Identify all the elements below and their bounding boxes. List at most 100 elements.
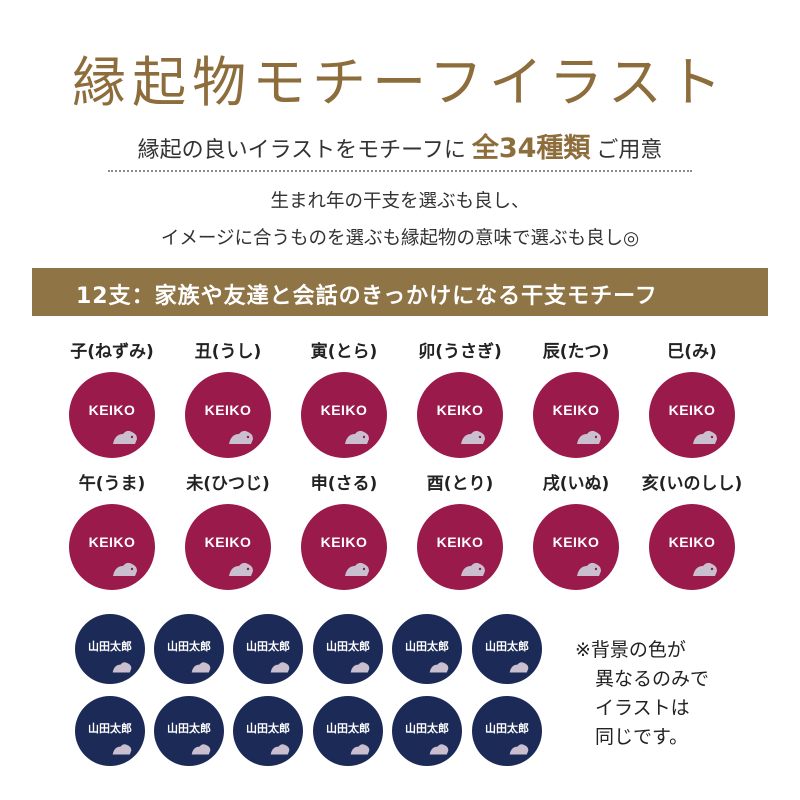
sticker-name: 山田太郎 [88,722,132,735]
sticker-name: 山田太郎 [246,640,290,653]
zodiac-item: 辰(たつ) KEIKO [518,340,634,458]
subtitle-text-end: ご用意 [596,138,663,163]
zodiac-label: 子(ねずみ) [70,342,154,362]
sheep-icon [191,744,211,755]
boar-icon [509,744,529,755]
description-line-1: 生まれ年の干支を選ぶも良し、 [270,191,530,212]
page-title: 縁起物モチーフイラスト [72,51,728,114]
dog-icon [577,562,601,576]
subtitle: 縁起の良いイラストをモチーフに 全34種類 ご用意 [0,126,800,165]
name-sticker-crimson: KEIKO [69,504,155,590]
name-sticker-navy: 山田太郎 [392,696,462,766]
dog-icon [429,744,449,755]
sticker-name: KEIKO [552,402,600,418]
tiger-icon [270,662,290,673]
zodiac-item: 午(うま) KEIKO [54,472,170,590]
name-sticker-crimson: KEIKO [69,372,155,458]
sticker-name: 山田太郎 [167,640,211,653]
name-sticker-crimson: KEIKO [185,504,271,590]
rabbit-icon [461,430,485,444]
sticker-name: KEIKO [204,402,252,418]
sticker-name: KEIKO [436,534,484,550]
name-sticker-navy: 山田太郎 [154,696,224,766]
name-sticker-crimson: KEIKO [417,372,503,458]
ox-icon [229,430,253,444]
mouse-icon [113,430,137,444]
snake-icon [509,662,529,673]
name-sticker-crimson: KEIKO [649,504,735,590]
name-sticker-navy: 山田太郎 [75,614,145,684]
note-line: ※背景の色が [575,639,686,661]
name-sticker-navy: 山田太郎 [313,696,383,766]
dragon-icon [577,430,601,444]
zodiac-item: 申(さる) KEIKO [286,472,402,590]
name-sticker-navy: 山田太郎 [233,696,303,766]
zodiac-item: 丑(うし) KEIKO [170,340,286,458]
tiger-icon [345,430,369,444]
description-line-2: イメージに合うものを選ぶも縁起物の意味で選ぶも良し◎ [160,228,640,249]
sticker-name: KEIKO [668,534,716,550]
zodiac-label: 戌(いぬ) [542,474,610,494]
sticker-name: KEIKO [88,534,136,550]
sticker-name: 山田太郎 [167,722,211,735]
monkey-icon [270,744,290,755]
zodiac-label: 辰(たつ) [542,342,610,362]
sheep-icon [229,562,253,576]
name-sticker-navy: 山田太郎 [154,614,224,684]
name-sticker-crimson: KEIKO [417,504,503,590]
sticker-name: 山田太郎 [326,640,370,653]
horse-icon [113,562,137,576]
zodiac-label: 寅(とら) [310,342,378,362]
name-sticker-crimson: KEIKO [533,372,619,458]
sticker-name: 山田太郎 [485,640,529,653]
monkey-icon [345,562,369,576]
zodiac-item: 未(ひつじ) KEIKO [170,472,286,590]
zodiac-item: 卯(うさぎ) KEIKO [402,340,518,458]
zodiac-label: 卯(うさぎ) [418,342,502,362]
color-note: ※背景の色が 異なるのみで イラストは 同じです。 [575,636,709,752]
section-band [32,268,768,316]
sticker-name: KEIKO [436,402,484,418]
rabbit-icon [350,662,370,673]
mouse-icon [112,662,132,673]
name-sticker-navy: 山田太郎 [233,614,303,684]
subtitle-text: 縁起の良いイラストをモチーフに [137,138,466,163]
zodiac-label: 巳(み) [667,342,717,362]
sticker-name: 山田太郎 [246,722,290,735]
name-sticker-crimson: KEIKO [185,372,271,458]
name-sticker-crimson: KEIKO [649,372,735,458]
sticker-name: KEIKO [320,402,368,418]
zodiac-label: 午(うま) [78,474,146,494]
name-sticker-crimson: KEIKO [301,504,387,590]
zodiac-item: 寅(とら) KEIKO [286,340,402,458]
sticker-name: 山田太郎 [485,722,529,735]
name-sticker-crimson: KEIKO [533,504,619,590]
section-heading: 12支：家族や友達と会話のきっかけになる干支モチーフ [76,284,658,309]
zodiac-item: 戌(いぬ) KEIKO [518,472,634,590]
note-line: 異なるのみで [595,668,710,690]
note-line: イラストは [595,697,690,719]
sticker-name: 山田太郎 [405,722,449,735]
snake-icon [693,430,717,444]
zodiac-item: 巳(み) KEIKO [634,340,750,458]
zodiac-label: 亥(いのしし) [641,474,743,494]
name-sticker-navy: 山田太郎 [75,696,145,766]
name-sticker-crimson: KEIKO [301,372,387,458]
zodiac-label: 丑(うし) [194,342,262,362]
ox-icon [191,662,211,673]
zodiac-label: 未(ひつじ) [186,474,270,494]
rooster-icon [350,744,370,755]
zodiac-label: 申(さる) [310,474,378,494]
sticker-name: 山田太郎 [405,640,449,653]
boar-icon [693,562,717,576]
sticker-name: KEIKO [668,402,716,418]
name-sticker-navy: 山田太郎 [472,696,542,766]
name-sticker-navy: 山田太郎 [392,614,462,684]
zodiac-item: 酉(とり) KEIKO [402,472,518,590]
note-line: 同じです。 [595,726,689,748]
horse-icon [112,744,132,755]
zodiac-item: 子(ねずみ) KEIKO [54,340,170,458]
zodiac-label: 酉(とり) [426,474,494,494]
name-sticker-navy: 山田太郎 [472,614,542,684]
sticker-name: KEIKO [320,534,368,550]
